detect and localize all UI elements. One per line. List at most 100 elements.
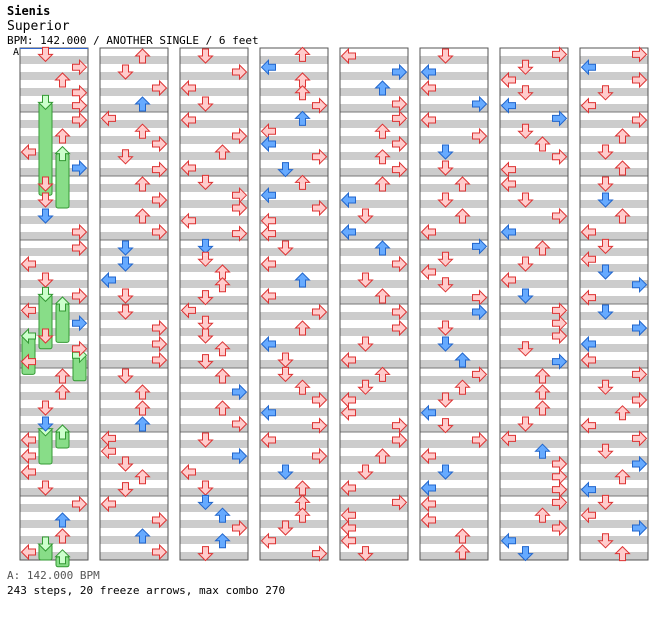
left-arrow bbox=[340, 223, 356, 241]
up-arrow bbox=[214, 341, 231, 357]
right-arrow bbox=[632, 111, 648, 129]
up-arrow bbox=[614, 405, 631, 421]
beat-stripe bbox=[100, 104, 168, 112]
beat-stripe bbox=[500, 552, 568, 560]
beat-stripe bbox=[580, 552, 648, 560]
left-arrow bbox=[500, 175, 516, 193]
left-arrow bbox=[420, 111, 436, 129]
left-arrow bbox=[260, 225, 276, 242]
right-arrow bbox=[72, 97, 88, 114]
right-arrow bbox=[632, 366, 648, 383]
up-arrow bbox=[54, 145, 71, 162]
beat-stripe bbox=[20, 168, 88, 176]
beat-stripe bbox=[420, 312, 488, 320]
beat-stripe bbox=[500, 312, 568, 320]
beat-stripe bbox=[180, 408, 248, 416]
up-arrow bbox=[374, 366, 391, 382]
beat-stripe bbox=[180, 536, 248, 544]
right-arrow bbox=[152, 511, 168, 529]
beat-stripe bbox=[180, 152, 248, 160]
down-arrow bbox=[197, 432, 214, 448]
beat-stripe bbox=[180, 136, 248, 144]
beat-stripe bbox=[340, 360, 408, 368]
beat-stripe bbox=[420, 440, 488, 448]
down-arrow bbox=[597, 144, 614, 160]
beat-stripe bbox=[340, 536, 408, 544]
beat-stripe bbox=[500, 536, 568, 544]
beat-stripe bbox=[340, 152, 408, 160]
right-arrow bbox=[392, 95, 408, 113]
beat-stripe bbox=[260, 472, 328, 480]
left-arrow bbox=[20, 353, 36, 370]
left-arrow bbox=[100, 495, 116, 513]
up-arrow bbox=[294, 320, 311, 336]
beat-stripe bbox=[180, 104, 248, 112]
beat-stripe bbox=[420, 136, 488, 144]
right-arrow bbox=[152, 351, 168, 369]
up-arrow bbox=[294, 174, 311, 190]
right-arrow bbox=[72, 223, 88, 241]
up-arrow bbox=[214, 277, 231, 293]
left-arrow bbox=[340, 404, 356, 422]
right-arrow bbox=[632, 455, 648, 473]
beat-stripe bbox=[100, 456, 168, 464]
beat-stripe bbox=[100, 360, 168, 368]
down-arrow bbox=[277, 162, 294, 178]
left-arrow bbox=[420, 79, 436, 97]
beat-stripe bbox=[100, 424, 168, 432]
beat-stripe bbox=[340, 488, 408, 496]
beat-stripe bbox=[580, 104, 648, 112]
down-arrow bbox=[517, 85, 534, 101]
down-arrow bbox=[277, 464, 294, 480]
beat-stripe bbox=[580, 504, 648, 512]
beat-stripe bbox=[340, 264, 408, 272]
chart-stats: 243 steps, 20 freeze arrows, max combo 2… bbox=[7, 584, 286, 597]
beat-stripe bbox=[100, 152, 168, 160]
beat-stripe bbox=[420, 56, 488, 64]
left-arrow bbox=[420, 495, 436, 513]
beat-stripe bbox=[500, 344, 568, 352]
up-arrow bbox=[134, 528, 151, 544]
left-arrow bbox=[260, 255, 276, 273]
down-arrow bbox=[197, 96, 214, 112]
beat-stripe bbox=[340, 472, 408, 480]
right-arrow bbox=[152, 191, 168, 209]
up-arrow bbox=[614, 128, 631, 144]
beat-stripe bbox=[420, 520, 488, 528]
beat-stripe bbox=[420, 232, 488, 240]
beat-stripe bbox=[180, 456, 248, 464]
down-arrow bbox=[437, 336, 454, 352]
beat-stripe bbox=[580, 248, 648, 256]
left-arrow bbox=[260, 186, 276, 204]
beat-stripe bbox=[100, 168, 168, 176]
down-arrow bbox=[517, 192, 534, 208]
beat-stripe bbox=[340, 136, 408, 144]
right-arrow bbox=[152, 223, 168, 241]
beat-stripe bbox=[340, 376, 408, 384]
down-arrow bbox=[357, 272, 374, 288]
right-arrow bbox=[232, 415, 248, 433]
up-arrow bbox=[454, 544, 471, 560]
right-arrow bbox=[472, 95, 488, 113]
beat-stripe bbox=[340, 456, 408, 464]
beat-stripe bbox=[420, 184, 488, 192]
left-arrow bbox=[20, 302, 36, 319]
beat-stripe bbox=[20, 424, 88, 432]
beat-stripe bbox=[500, 328, 568, 336]
beat-stripe bbox=[340, 344, 408, 352]
column-border bbox=[579, 47, 649, 561]
beat-stripe bbox=[100, 248, 168, 256]
beat-stripe bbox=[180, 504, 248, 512]
beat-stripe bbox=[20, 88, 88, 96]
right-arrow bbox=[72, 58, 88, 76]
beat-stripe bbox=[340, 88, 408, 96]
down-arrow bbox=[597, 379, 614, 395]
beat-stripe bbox=[420, 216, 488, 224]
beat-stripe bbox=[100, 472, 168, 480]
beat-stripe bbox=[180, 472, 248, 480]
beat-stripe bbox=[580, 184, 648, 192]
right-arrow bbox=[72, 340, 88, 358]
beat-stripe bbox=[420, 248, 488, 256]
up-arrow bbox=[454, 352, 471, 368]
beat-stripe bbox=[100, 376, 168, 384]
